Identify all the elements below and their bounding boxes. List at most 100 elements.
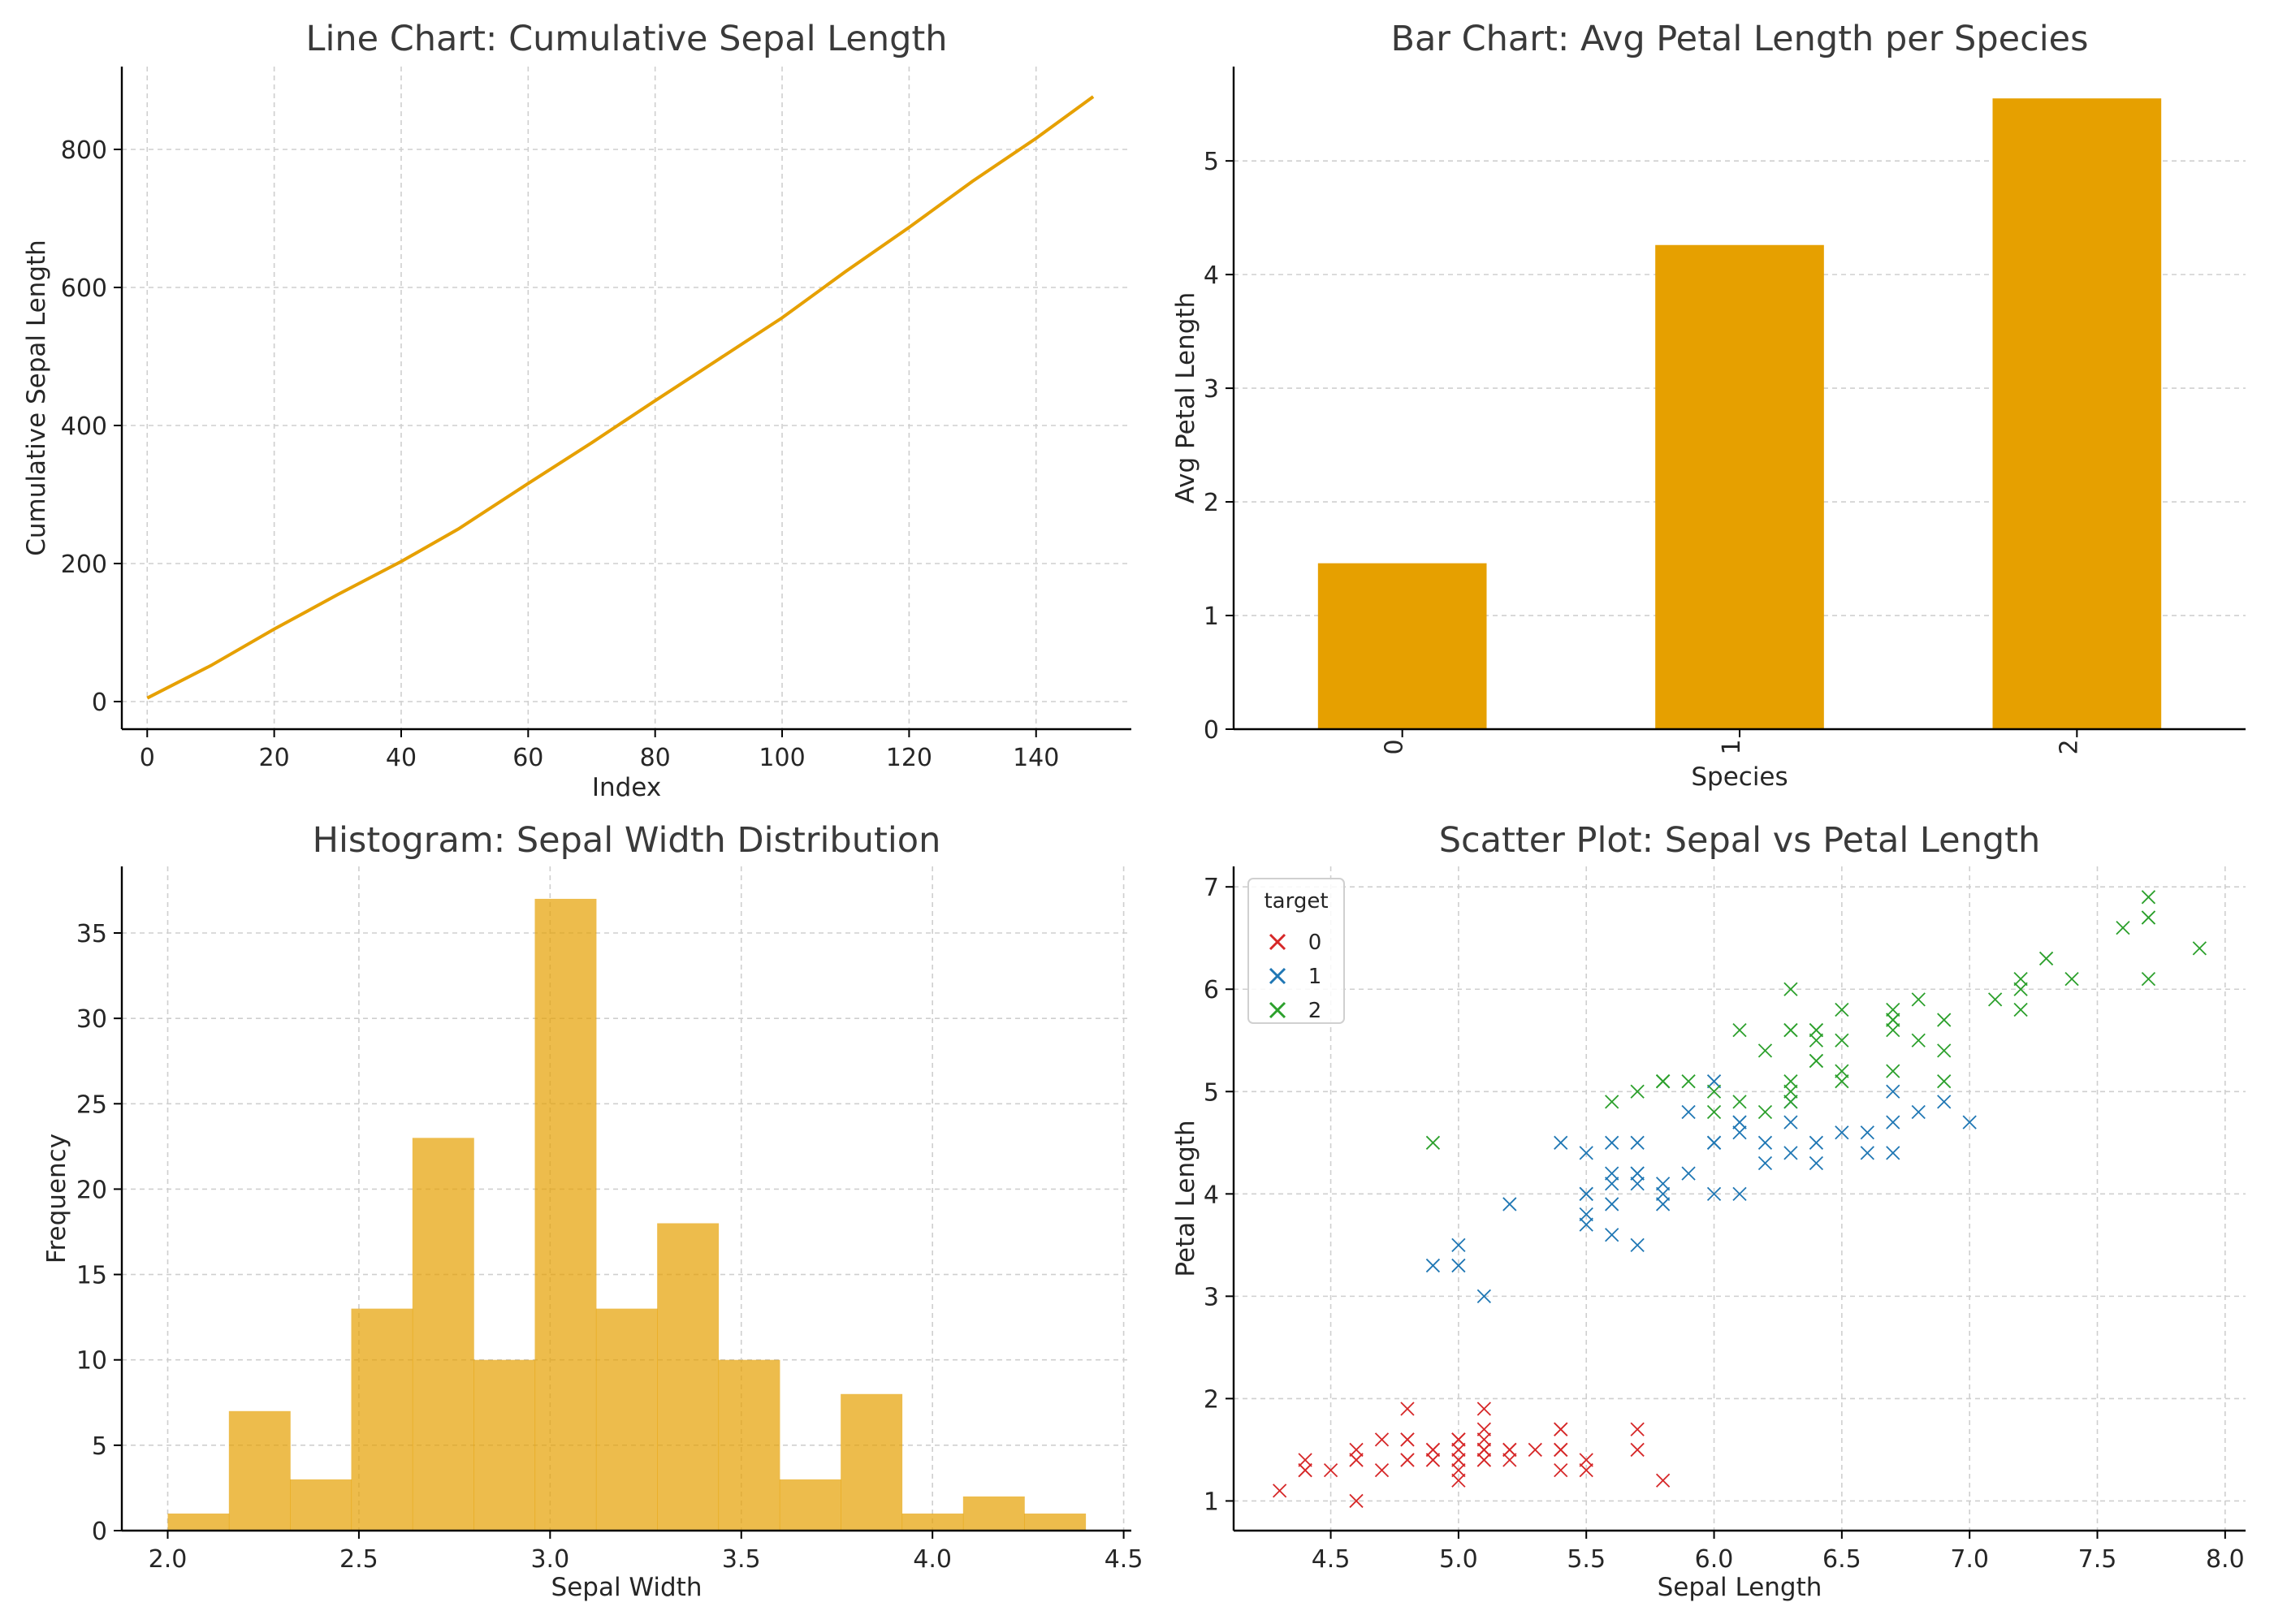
scatter-point-target-2	[1937, 1043, 1952, 1058]
scatter-point-stroke	[1554, 1135, 1568, 1150]
scatter-point-stroke	[1732, 1023, 1747, 1038]
histogram-ytick-label: 5	[92, 1432, 107, 1461]
scatter-point-stroke	[1655, 1177, 1671, 1191]
scatter-point-stroke	[1886, 1002, 1900, 1017]
histogram-bin	[901, 1513, 964, 1531]
histogram-ytick-label: 20	[76, 1176, 107, 1204]
histogram-xlabel: Sepal Width	[551, 1573, 703, 1602]
histogram-ytick-label: 0	[92, 1518, 107, 1546]
scatter-point-target-1	[1502, 1197, 1517, 1212]
scatter-point-stroke	[1349, 1493, 1364, 1509]
scatter-point-target-1	[1706, 1074, 1722, 1089]
scatter-point-stroke	[1298, 1462, 1312, 1478]
scatter-point-stroke	[1451, 1237, 1466, 1252]
scatter-point-stroke	[1886, 1023, 1900, 1038]
scatter-point-target-2	[2141, 910, 2156, 925]
line-chart-xtick-label: 80	[640, 744, 671, 772]
scatter-point-stroke	[1451, 1258, 1466, 1273]
scatter-point-target-1	[1451, 1258, 1466, 1273]
scatter-point-target-2	[1655, 1074, 1671, 1089]
scatter-point-stroke	[1835, 1064, 1849, 1078]
scatter-xlabel: Sepal Length	[1658, 1573, 1822, 1602]
scatter-point-target-1	[1605, 1135, 1619, 1150]
scatter-point-stroke	[2141, 890, 2156, 905]
scatter-point-stroke	[1502, 1453, 1517, 1467]
histogram-bin	[412, 1138, 474, 1531]
histogram-bin	[657, 1223, 720, 1531]
scatter-point-target-1	[1605, 1177, 1619, 1191]
scatter-point-stroke	[1783, 1023, 1798, 1038]
scatter-point-stroke	[1554, 1422, 1568, 1436]
scatter-point-stroke	[1425, 1135, 1441, 1150]
scatter-point-target-1	[1911, 1104, 1926, 1120]
scatter-point-target-1	[1732, 1125, 1747, 1140]
histogram-xtick-label: 4.0	[913, 1545, 952, 1574]
scatter-point-target-0	[1400, 1432, 1415, 1447]
scatter-point-target-1	[1681, 1104, 1696, 1120]
scatter-point-target-0	[1451, 1432, 1466, 1447]
scatter-point-target-1	[1681, 1166, 1696, 1181]
scatter-point-target-2	[1835, 1064, 1849, 1078]
scatter-point-stroke	[1706, 1135, 1722, 1150]
scatter-point-target-2	[2116, 920, 2130, 935]
scatter-point-stroke	[1655, 1074, 1671, 1089]
scatter-point-target-0	[1476, 1432, 1491, 1447]
scatter-point-stroke	[1451, 1462, 1466, 1478]
scatter-point-target-2	[2013, 1002, 2028, 1017]
histogram-xtick-label: 2.0	[149, 1545, 188, 1574]
scatter-point-target-2	[1706, 1084, 1722, 1099]
scatter-point-target-0	[1655, 1473, 1671, 1488]
scatter-point-target-1	[1579, 1207, 1593, 1222]
scatter-point-stroke	[1886, 1013, 1900, 1027]
scatter-point-target-2	[1911, 992, 1926, 1007]
scatter-point-target-0	[1400, 1453, 1415, 1467]
scatter-point-stroke	[1835, 1125, 1849, 1140]
bar-species-2	[1992, 98, 2162, 730]
scatter-point-stroke	[1579, 1462, 1593, 1478]
bar-chart-ytick-label: 5	[1204, 148, 1219, 176]
scatter-point-stroke	[1425, 1442, 1441, 1458]
scatter-point-target-2	[1783, 1023, 1798, 1038]
line-chart-ytick-label: 600	[61, 274, 107, 303]
scatter-point-target-0	[1579, 1453, 1593, 1467]
scatter-point-stroke	[1835, 1074, 1849, 1089]
scatter-point-target-1	[1835, 1125, 1849, 1140]
scatter-point-stroke	[1809, 1053, 1824, 1069]
scatter-point-target-0	[1502, 1442, 1517, 1458]
scatter-point-stroke	[1886, 1084, 1900, 1099]
scatter-ytick-label: 1	[1204, 1488, 1219, 1516]
scatter-point-stroke	[1655, 1186, 1671, 1201]
histogram-panel: 2.0 2.5 3.0 3.5 4.0 4.5 0 5 10 15 20 25 30 35 Histogr…	[42, 820, 1143, 1602]
scatter-point-stroke	[1937, 1043, 1952, 1058]
bar-species-1	[1655, 244, 1824, 729]
scatter-point-target-1	[1655, 1186, 1671, 1201]
scatter-point-stroke	[2038, 951, 2054, 966]
line-chart-ytick-label: 0	[92, 689, 107, 717]
scatter-point-target-2	[1886, 1023, 1900, 1038]
scatter-point-target-1	[1860, 1146, 1874, 1160]
scatter-point-target-2	[1605, 1095, 1619, 1109]
histogram-bin	[779, 1479, 841, 1531]
scatter-point-stroke	[2064, 972, 2079, 987]
line-chart-ytick-label: 200	[61, 551, 107, 579]
legend-marker-stroke	[1269, 1001, 1286, 1019]
scatter-point-stroke	[1476, 1432, 1491, 1447]
bar-chart-title: Bar Chart: Avg Petal Length per Species	[1390, 19, 2088, 59]
scatter-title: Scatter Plot: Sepal vs Petal Length	[1439, 820, 2041, 861]
scatter-point-stroke	[1732, 1095, 1747, 1109]
scatter-point-target-2	[1783, 1095, 1798, 1109]
scatter-point-stroke	[1783, 982, 1798, 996]
scatter-point-target-0	[1630, 1442, 1645, 1458]
line-chart-xtick-label: 20	[259, 744, 290, 772]
scatter-point-target-0	[1630, 1422, 1645, 1436]
line-chart-xtick-label: 0	[140, 744, 155, 772]
scatter-panel: 4.5 5.0 5.5 6.0 6.5 7.0 7.5 8.0 1 2 3 4 5 6 7 Scatter …	[1171, 820, 2246, 1602]
scatter-point-stroke	[1706, 1104, 1722, 1120]
scatter-point-target-0	[1554, 1442, 1568, 1458]
scatter-point-target-1	[1579, 1186, 1593, 1201]
scatter-point-target-1	[1937, 1095, 1952, 1109]
scatter-point-stroke	[1349, 1442, 1364, 1458]
scatter-point-target-1	[1886, 1146, 1900, 1160]
scatter-point-target-1	[1809, 1155, 1824, 1171]
